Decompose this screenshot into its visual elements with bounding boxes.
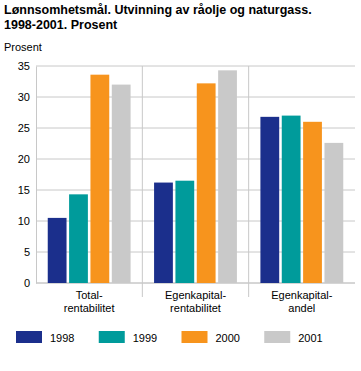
tick: 25 [18,122,36,134]
bar [48,218,67,283]
group-separator [142,66,143,297]
bar [303,122,322,283]
tick: 30 [18,91,36,103]
bar [324,143,343,283]
x-axis: Total-rentabilitet Egenkapital-rentabilit… [64,289,333,314]
bar [90,75,109,283]
legend-swatch [99,331,125,343]
legend-swatch [16,331,42,343]
bar [112,85,131,283]
tick: 15 [18,184,36,196]
group-separator [248,66,249,297]
legend-label: 2001 [298,332,322,344]
y-axis: 0 5 10 15 20 25 30 35 [18,60,37,289]
bar [260,117,279,283]
grid-line [36,66,355,67]
legend-swatch [182,331,208,343]
bar [69,194,88,283]
bar [175,181,194,283]
title: Lønnsomhetsmål. Utvinning av råolje og n… [4,3,312,32]
category-label: Egenkapital-rentabilitet [165,289,226,314]
tick-label: 30 [18,91,30,103]
tick-label: 35 [18,60,30,72]
tick-label: 20 [18,153,30,165]
legend-label: 1998 [50,332,74,344]
tick-label: 10 [18,215,30,227]
grid-line [36,97,355,98]
tick: 10 [18,215,36,227]
tick-label: 25 [18,122,30,134]
tick: 20 [18,153,36,165]
chart: Lønnsomhetsmål. Utvinning av råolje og n… [0,0,361,371]
bar [197,83,216,283]
bars [48,70,344,283]
bar [218,70,237,283]
tick-label: 5 [24,246,30,258]
category-label: Egenkapital-andel [271,289,332,314]
tick-label: 15 [18,184,30,196]
bar [154,183,173,283]
tick-label: 0 [24,277,30,289]
y-axis-label: Prosent [4,41,42,53]
y-axis-line [36,67,37,284]
legend-label: 1999 [133,332,157,344]
tick: 0 [24,277,36,289]
legend-label: 2000 [216,332,240,344]
tick: 5 [24,246,36,258]
tick: 35 [18,60,36,72]
legend: 1998 1999 2000 2001 [16,331,323,344]
legend-swatch [264,331,290,343]
category-label: Total-rentabilitet [64,289,115,314]
bar [282,116,301,283]
